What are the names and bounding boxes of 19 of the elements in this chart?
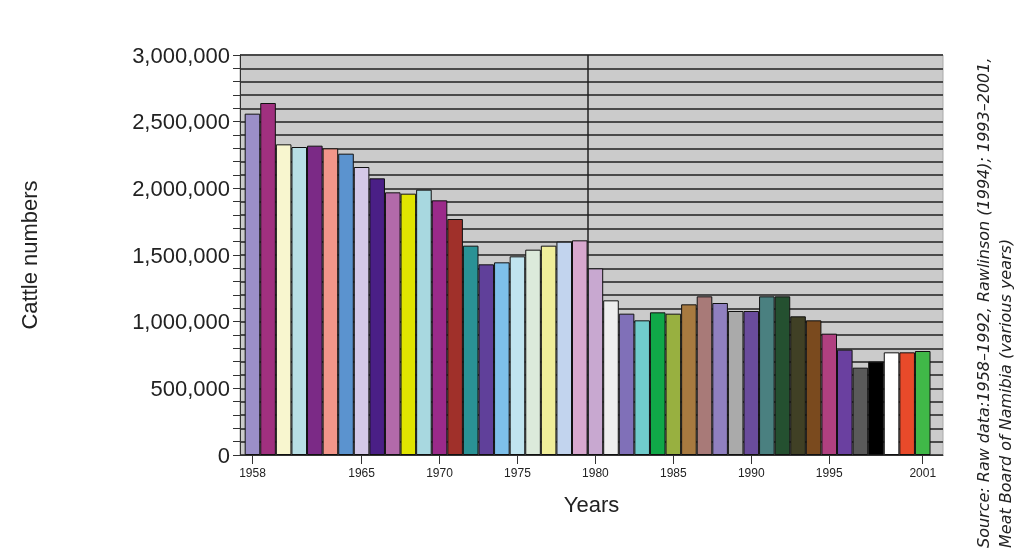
x-tick-label: 1965 [348,466,376,480]
x-tick-label: 1975 [504,466,532,480]
y-tick-label: 500,000 [150,375,230,401]
y-tick-label: 2,000,000 [132,175,230,201]
y-tick-label: 1,500,000 [132,242,230,268]
y-tick-label: 0 [217,442,230,468]
source-note: Source: Raw data:1958–1992, Rawlinson (1994); 1993–2001, Meat Board of Namibia (various years) [973,52,1015,548]
x-tick-label: 2001 [909,466,937,480]
y-tick-label: 3,000,000 [132,42,230,68]
x-tick-label: 1958 [239,466,267,480]
x-axis-title: Years [563,491,620,517]
x-tick-label: 1980 [582,466,610,480]
x-tick-label: 1995 [815,466,843,480]
y-tick-label: 1,000,000 [132,309,230,335]
y-tick-label: 2,500,000 [132,109,230,135]
x-tick-label: 1970 [426,466,454,480]
x-tick-label: 1990 [737,466,765,480]
x-tick-label: 1985 [659,466,687,480]
y-axis-title: Cattle numbers [16,180,42,330]
